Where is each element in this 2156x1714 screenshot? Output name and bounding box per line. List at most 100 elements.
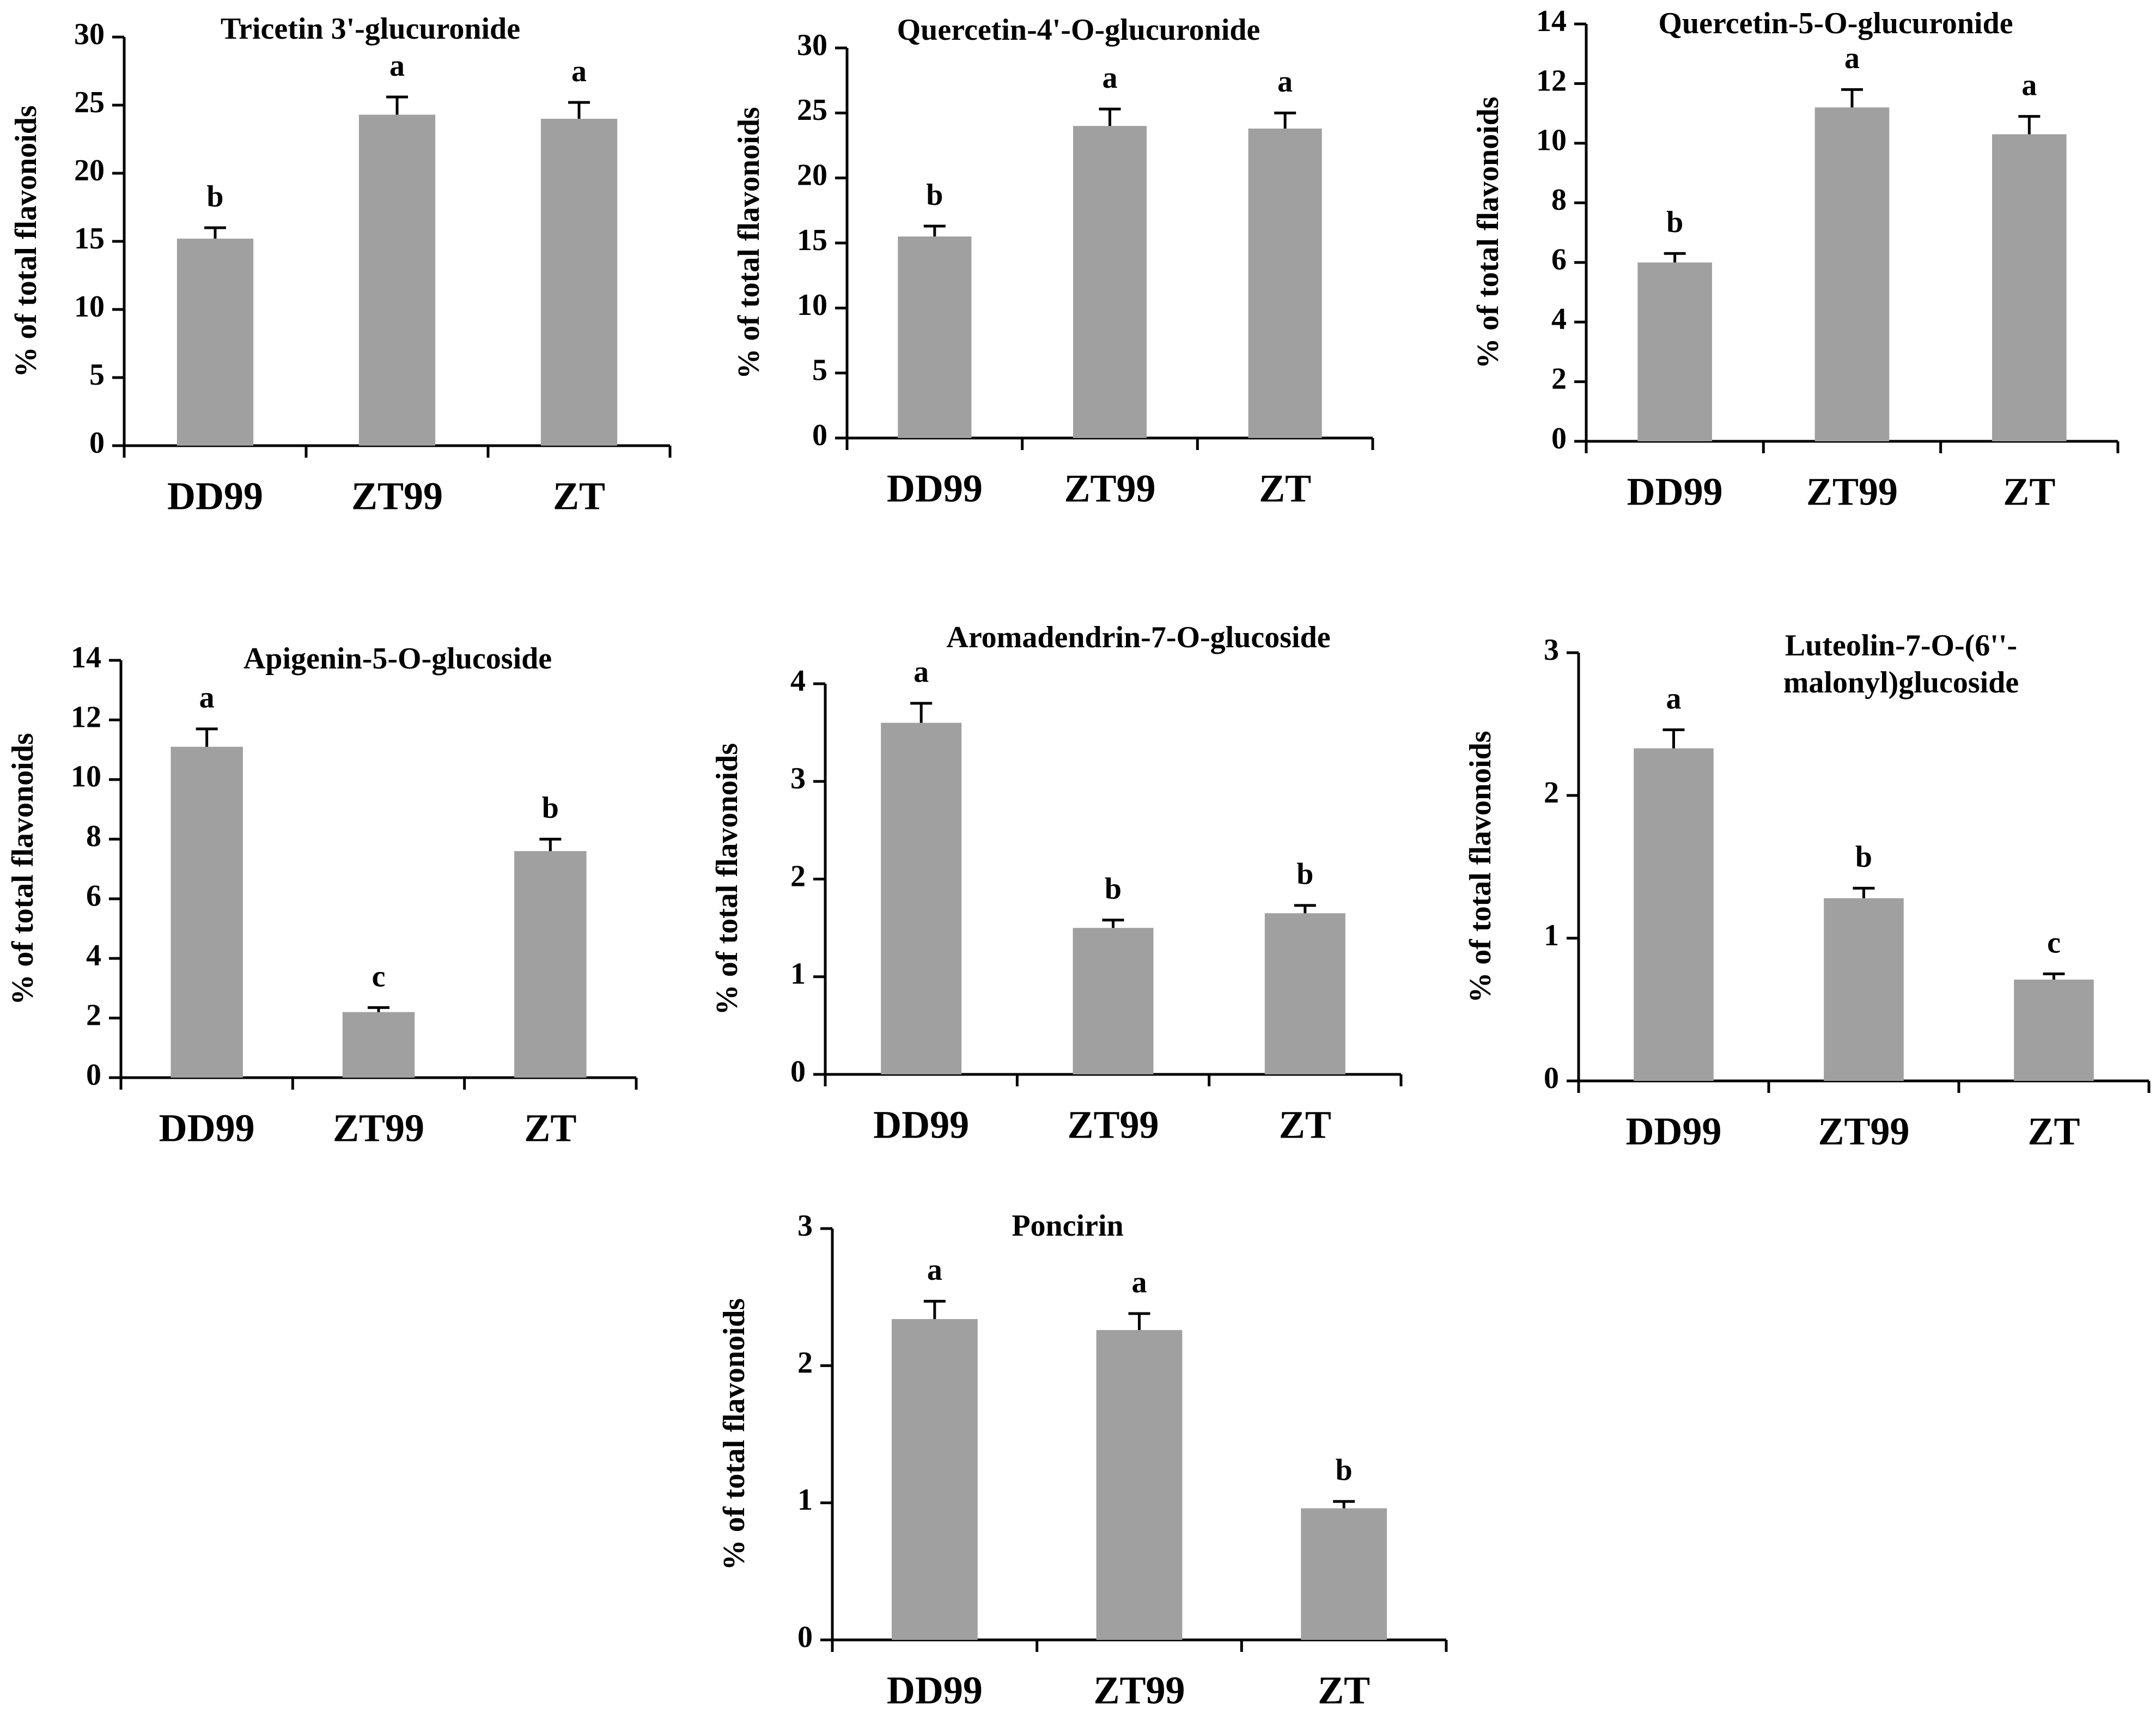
- y-tick-label: 8: [86, 819, 101, 853]
- x-tick-label: ZT: [1318, 1669, 1370, 1712]
- y-axis-label: % of total flavonoids: [6, 733, 40, 1005]
- y-tick-label: 15: [74, 222, 105, 256]
- y-tick-label: 12: [71, 700, 101, 734]
- y-tick-label: 20: [797, 159, 827, 192]
- significance-letter: b: [1105, 872, 1122, 906]
- y-tick-label: 6: [86, 879, 101, 913]
- significance-letter: a: [199, 681, 215, 715]
- y-tick-label: 3: [1544, 633, 1559, 667]
- x-tick-label: ZT99: [1064, 467, 1155, 510]
- x-tick-label: ZT: [524, 1107, 576, 1150]
- x-tick-label: DD99: [873, 1103, 969, 1147]
- bar-DD99: [1634, 748, 1714, 1081]
- bar-DD99: [881, 722, 962, 1074]
- chart-title: Aromadendrin-7-O-glucoside: [946, 621, 1330, 654]
- bar-DD99: [170, 746, 243, 1078]
- x-tick-label: DD99: [887, 1669, 983, 1712]
- bar-ZT: [1248, 128, 1322, 438]
- significance-letter: a: [1277, 65, 1293, 99]
- y-axis-label: % of total flavonoids: [9, 105, 43, 377]
- y-tick-label: 0: [89, 426, 105, 460]
- bar-ZT: [2014, 979, 2094, 1081]
- chart-7: Poncirin 0 1 2 3 % of total flavonoids a DD99 a Z…: [717, 1209, 1448, 1712]
- y-tick-label: 12: [1536, 64, 1567, 98]
- y-tick-label: 25: [74, 86, 105, 119]
- significance-letter: a: [2021, 68, 2037, 102]
- chart-title: malonyl)glucoside: [1783, 666, 2019, 700]
- y-axis-label: % of total flavonoids: [710, 743, 744, 1015]
- y-tick-label: 2: [1551, 362, 1567, 396]
- chart-2: Quercetin-4'-O-glucuronide 0 5 10 15 20 25 30 % …: [732, 13, 1374, 510]
- significance-letter: b: [1855, 840, 1872, 874]
- y-tick-label: 2: [797, 1346, 813, 1380]
- bar-ZT99: [1073, 928, 1154, 1074]
- bar-ZT: [1301, 1508, 1387, 1640]
- y-tick-label: 5: [89, 358, 105, 392]
- bar-ZT99: [358, 114, 436, 446]
- y-tick-label: 10: [1536, 124, 1567, 157]
- significance-letter: a: [1666, 682, 1682, 715]
- bar-ZT: [514, 851, 587, 1078]
- x-tick-label: DD99: [159, 1107, 255, 1150]
- chart-4: Apigenin-5-O-glucoside 0 2 4 6 8 10 12 14 % of to…: [6, 641, 638, 1150]
- y-tick-label: 8: [1551, 183, 1567, 217]
- bar-ZT99: [1073, 126, 1147, 438]
- x-tick-label: ZT: [1279, 1103, 1331, 1147]
- y-tick-label: 30: [797, 28, 827, 62]
- y-tick-label: 1: [1544, 919, 1559, 952]
- x-tick-label: ZT99: [351, 475, 443, 518]
- y-axis-label: % of total flavonoids: [717, 1298, 751, 1570]
- significance-letter: a: [1103, 61, 1118, 95]
- y-tick-label: 25: [797, 93, 827, 127]
- x-tick-label: ZT99: [1806, 470, 1898, 514]
- significance-letter: b: [926, 178, 943, 212]
- significance-letter: a: [1844, 41, 1860, 75]
- y-tick-label: 6: [1551, 243, 1567, 277]
- significance-letter: b: [1336, 1454, 1353, 1487]
- x-tick-label: DD99: [167, 475, 263, 518]
- y-tick-label: 0: [1551, 422, 1567, 455]
- significance-letter: a: [389, 49, 405, 83]
- y-tick-label: 1: [797, 1483, 813, 1517]
- chart-title: Quercetin-4'-O-glucuronide: [897, 13, 1260, 47]
- y-tick-label: 1: [790, 957, 806, 991]
- significance-letter: a: [571, 54, 587, 88]
- y-tick-label: 10: [71, 760, 101, 794]
- y-tick-label: 2: [86, 998, 101, 1032]
- y-tick-label: 15: [797, 223, 827, 257]
- y-tick-label: 0: [812, 418, 827, 452]
- chart-title: Tricetin 3'-glucuronide: [221, 12, 520, 46]
- chart-6: Luteolin-7-O-(6''- malonyl)glucoside 0 1 2 3%…: [1464, 629, 2151, 1153]
- chart-3: Quercetin-5-O-glucuronide 0 2 4 6 8 10 12 14 % of…: [1471, 4, 2120, 514]
- chart-title: Quercetin-5-O-glucuronide: [1658, 7, 2013, 40]
- y-tick-label: 0: [790, 1055, 806, 1089]
- y-tick-label: 20: [74, 154, 105, 187]
- bar-ZT: [1992, 134, 2067, 441]
- significance-letter: c: [2047, 926, 2061, 959]
- bar-DD99: [898, 236, 972, 438]
- y-tick-label: 0: [86, 1058, 101, 1092]
- significance-letter: a: [927, 1253, 942, 1287]
- y-tick-label: 4: [1551, 302, 1567, 336]
- y-axis-label: % of total flavonoids: [1471, 96, 1505, 368]
- significance-letter: b: [1666, 205, 1683, 239]
- y-tick-label: 10: [797, 288, 827, 322]
- chart-title: Poncirin: [1012, 1209, 1123, 1243]
- significance-letter: c: [372, 959, 386, 993]
- bar-ZT: [1264, 913, 1345, 1074]
- y-tick-label: 10: [74, 290, 105, 324]
- chart-1: Tricetin 3'-glucuronide 0 5 10 15 20 25 30 % of …: [9, 12, 672, 518]
- chart-title: Apigenin-5-O-glucoside: [243, 642, 552, 676]
- y-tick-label: 14: [1536, 4, 1567, 38]
- y-axis-label: % of total flavonoids: [1464, 731, 1497, 1002]
- bar-ZT99: [1814, 107, 1890, 441]
- bar-ZT99: [1824, 898, 1904, 1081]
- x-tick-label: ZT: [2003, 470, 2055, 514]
- bar-DD99: [891, 1319, 978, 1640]
- y-tick-label: 0: [1544, 1061, 1559, 1095]
- x-tick-label: ZT99: [333, 1107, 424, 1150]
- bar-ZT: [540, 119, 618, 446]
- significance-letter: b: [1296, 858, 1313, 891]
- x-tick-label: ZT: [1259, 467, 1311, 510]
